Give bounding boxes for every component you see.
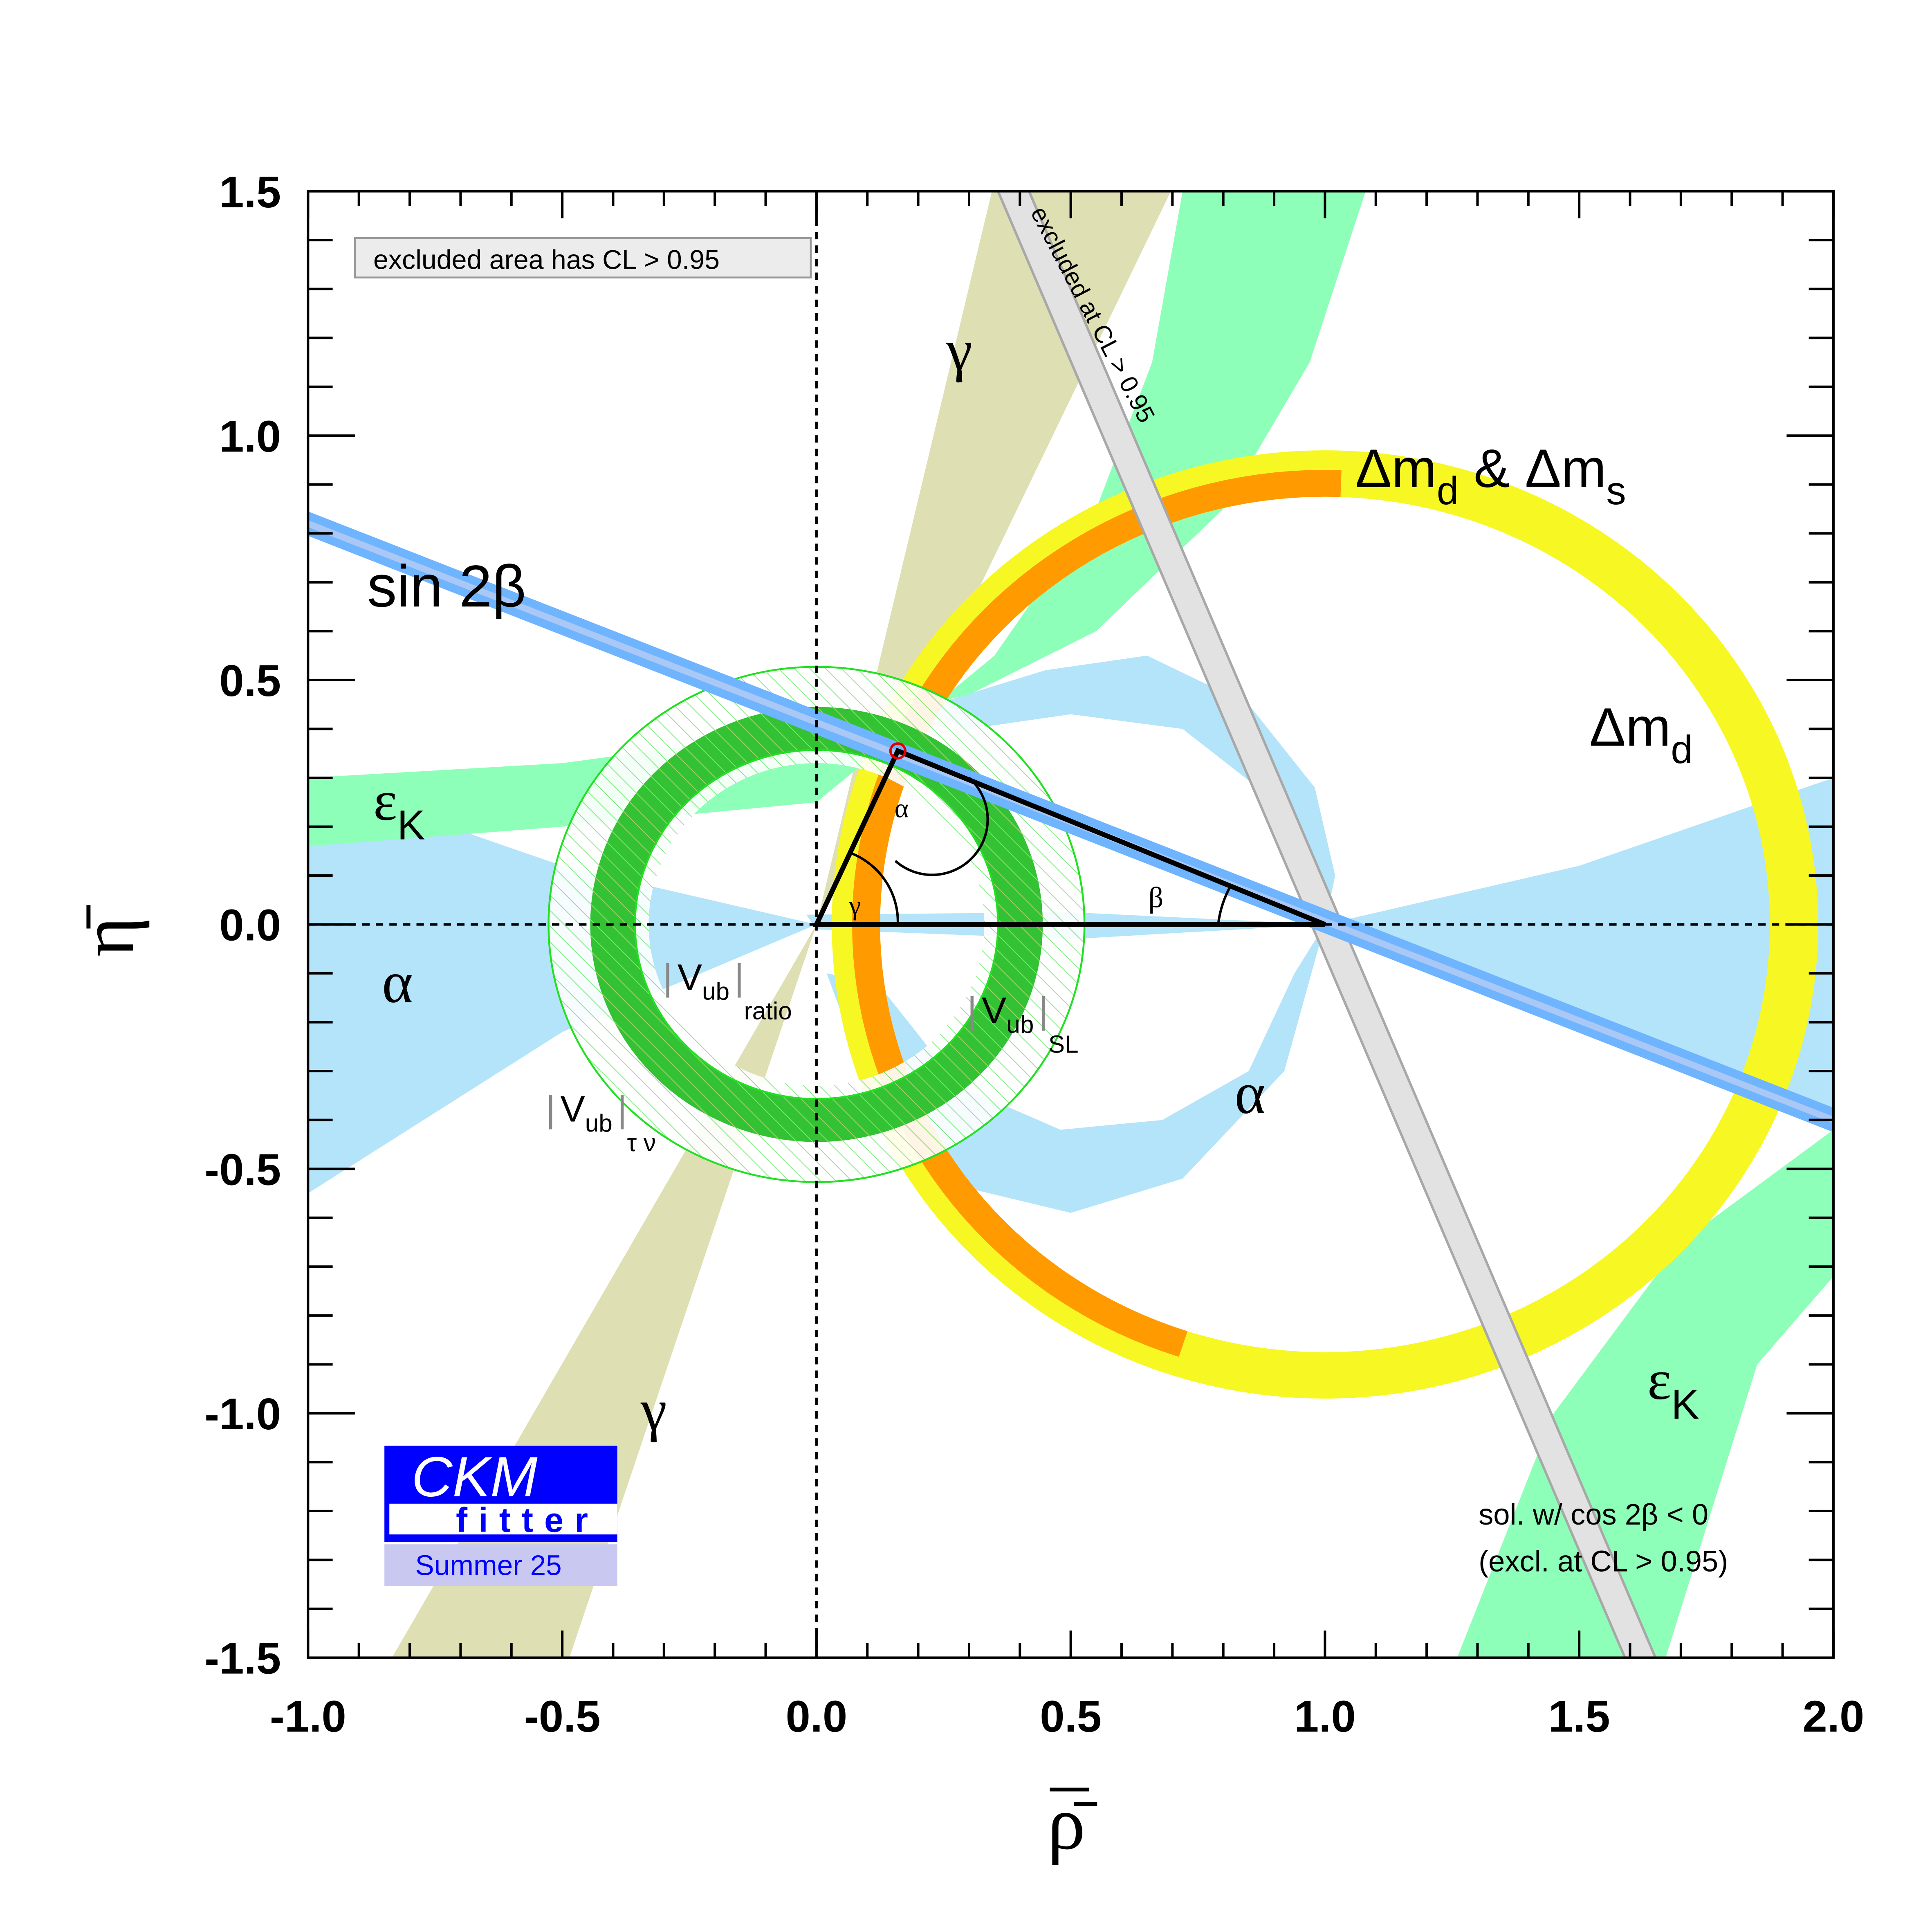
unitarity-triangle [812,748,1326,927]
gamma-label-top: γ [946,318,972,383]
x-tick-label: 1.0 [1294,1691,1356,1741]
overlay [308,191,1833,1658]
svg-text:CKM: CKM [411,1446,538,1509]
dmd-dms-label: Δmd & Δms [1355,438,1626,513]
x-tick-label: 1.5 [1548,1691,1610,1741]
alpha-angle-arc [894,777,989,876]
beta-angle-arc [1217,885,1232,925]
y-tick-label: 1.5 [219,167,281,217]
y-axis-title: η̄ [65,905,150,957]
x-tick-label: 0.5 [1040,1691,1102,1741]
legend-box [354,237,812,278]
y-tick-label: -1.5 [204,1634,281,1683]
dmd-label: Δmd [1589,697,1693,772]
vub-ratio-label: | Vub |ratio [663,957,792,1024]
alpha-label-left: α [382,950,413,1015]
sin2beta-label: sin 2β [367,553,526,619]
gamma-angle-arc [851,852,899,925]
triangle-alpha-label: α [895,793,909,823]
epsK-band-lower [1457,1130,1833,1658]
y-tick-label: 0.0 [219,900,281,950]
alpha-label-right: α [1234,1061,1266,1126]
triangle-gamma-label: γ [848,891,861,921]
svg-text:Summer 25: Summer 25 [415,1549,562,1581]
ckmfitter-logo: CKM fitter Summer 25 [384,1446,617,1586]
vub-taunu-label: | Vub |τ ν [546,1089,656,1157]
y-tick-label: 0.5 [219,656,281,705]
apex-marker [889,742,907,760]
x-tick-label: 0.0 [785,1691,847,1741]
y-tick-label: 1.0 [219,411,281,461]
alpha-region-right [1325,777,1833,1130]
y-tick-label: -1.0 [204,1389,281,1439]
plot-frame [307,190,1835,1659]
x-tick-label: 2.0 [1803,1691,1865,1741]
gamma-label-bottom: γ [640,1377,667,1443]
epsK-label-left: εK [373,769,425,848]
solution-note-line2: (excl. at CL > 0.95) [1479,1545,1728,1578]
svg-text:fitter: fitter [456,1501,599,1539]
svg-text:ρ̄: ρ̄ [1047,1781,1097,1866]
x-axis-title: ρ̄ [1047,1781,1097,1866]
legend-text: excluded area has CL > 0.95 [373,245,720,275]
solution-note-line1: sol. w/ cos 2β < 0 [1479,1498,1708,1531]
epsK-label-right: εK [1647,1348,1699,1428]
vub-sl-label: | Vub |SL [967,990,1079,1058]
triangle-beta-label: β [1148,881,1163,914]
x-tick-label: -0.5 [524,1691,601,1741]
svg-text:η̄: η̄ [65,905,150,957]
x-tick-label: -1.0 [270,1691,346,1741]
y-tick-label: -0.5 [204,1145,281,1194]
